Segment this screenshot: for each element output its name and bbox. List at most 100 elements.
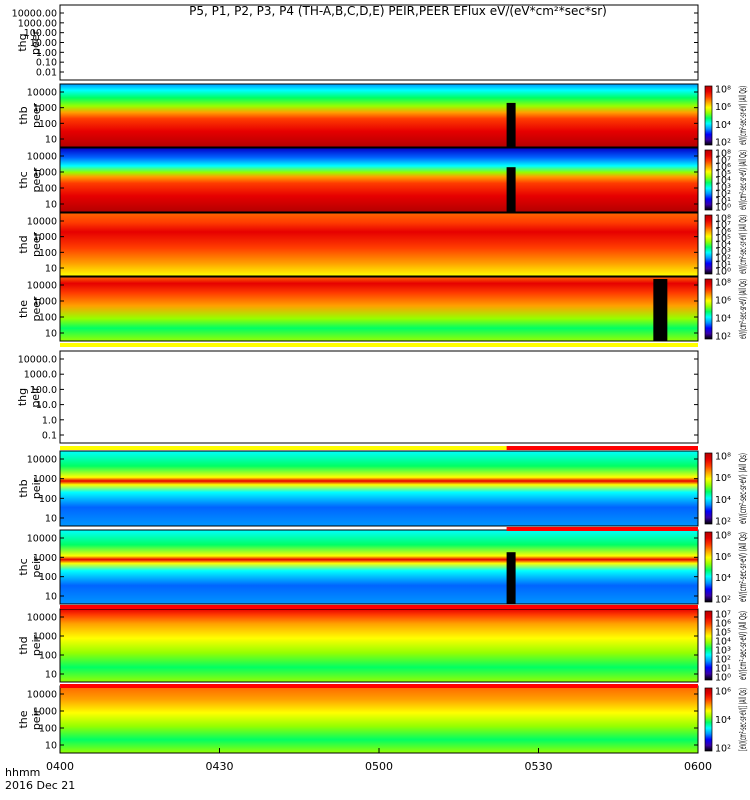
frame-the-peer	[59, 276, 699, 342]
ytick-label: 1000.00	[18, 18, 57, 29]
ytick-label: 10	[45, 741, 57, 752]
ytick-label: 10	[45, 264, 57, 275]
colorbar-tick-label: 10²	[715, 189, 731, 200]
colorbar-tick-label: 10¹	[715, 664, 731, 675]
panel-label: thb	[17, 106, 30, 124]
colorbar-tick-label: 10⁴	[715, 715, 731, 726]
colorbar-thc-peir	[704, 531, 713, 603]
xtick-label: 0430	[206, 760, 234, 773]
ytick-label: 10	[45, 670, 57, 681]
ytick-label: 1.0	[42, 415, 57, 426]
ytick-label: 10	[45, 200, 57, 211]
colorbar-tick-label: 10⁴	[715, 240, 731, 251]
panel-label: peer	[30, 103, 43, 129]
ytick-label: 1000	[33, 553, 57, 564]
colorbar-label: eV/(cm²-sec-sr-eV) (All Qs)	[738, 453, 749, 524]
ytick-label: 100.00	[24, 28, 57, 39]
ytick-label: 0.1	[42, 431, 57, 442]
xtick-label: 0500	[365, 760, 393, 773]
panel-label: thd	[17, 636, 30, 654]
status-bars	[60, 343, 698, 688]
ytick-label: 1000	[33, 632, 57, 643]
ytick-label: 10000	[27, 281, 57, 292]
ytick-label: 10.0	[36, 400, 57, 411]
ytick-label: 100.0	[30, 385, 57, 396]
colorbar-tick-label: 10³	[715, 182, 731, 193]
colorbar-tick-label: 10⁵	[715, 233, 731, 244]
ytick-label: 1000	[33, 474, 57, 485]
ytick-label: 100	[39, 313, 57, 324]
colorbar-tick-label: 10⁴	[715, 120, 731, 131]
ytick-label: 10000	[27, 217, 57, 228]
colorbar-tick-label: 10²	[715, 332, 731, 343]
xtick-label: 0530	[525, 760, 553, 773]
colorbar-tick-label: 10⁶	[715, 619, 731, 630]
spectrogram-the-peer	[60, 277, 698, 341]
frame-thc-peir	[59, 529, 699, 605]
ytick-label: 1000.0	[24, 370, 57, 381]
date-label: 2016 Dec 21	[5, 779, 75, 792]
ytick-label: 100	[39, 724, 57, 735]
status-bar	[506, 446, 698, 450]
ytick-label: 100	[39, 119, 57, 130]
colorbar-tick-label: 10⁸	[715, 278, 731, 289]
colorbar-label: eV/(cm²-sec-sr-eV) (All Qs)	[738, 86, 749, 145]
colorbar-label: eV/(cm²-sec-sr-eV) (All Qs)	[738, 611, 749, 680]
ytick-label: 100	[39, 651, 57, 662]
panel-label: thd	[17, 235, 30, 253]
spectrogram-thb-peer	[60, 84, 698, 147]
colorbar-tick-label: 10⁴	[715, 176, 731, 187]
frame-thb-peir	[59, 450, 699, 527]
status-bar	[60, 684, 698, 688]
panel-label: peir	[30, 556, 43, 578]
colorbar-tick-label: 10²	[715, 517, 731, 528]
panel-label: peir	[30, 708, 43, 730]
panel-label: peer	[29, 30, 42, 56]
ytick-label: 10000	[27, 88, 57, 99]
colorbar-tick-label: 10⁴	[715, 637, 731, 648]
colorbar-the-peer	[704, 278, 713, 340]
ytick-label: 10	[45, 135, 57, 146]
spectrogram-the-peir	[60, 686, 698, 753]
colorbar-tick-label: 10²	[715, 138, 731, 149]
colorbar-tick-label: 10⁷	[715, 155, 731, 166]
data-gap-thc-peer	[506, 167, 516, 212]
panel-label: thb	[17, 479, 30, 497]
spectrogram-thc-peir	[60, 530, 698, 604]
frame-thd-peer	[59, 212, 699, 277]
ytick-label: 10000.0	[18, 355, 57, 366]
ytick-label: 0.01	[36, 68, 57, 79]
colorbar-tick-label: 10³	[715, 646, 731, 657]
frame-thg-peir	[59, 350, 699, 444]
xtick-label: 0600	[684, 760, 712, 773]
ytick-label: 1000	[33, 103, 57, 114]
colorbar-thd-peer	[704, 214, 713, 275]
ytick-label: 100	[39, 184, 57, 195]
panel-label: peer	[30, 232, 43, 258]
colorbar-tick-label: 10⁷	[715, 220, 731, 231]
panel-thb-peir: 10000 1000 100 10 thb peir 10⁸ 10⁶ 10⁴ 10² eV/(cm²…	[17, 450, 749, 528]
panel-label: thc	[17, 171, 30, 188]
ytick-label: 10	[45, 592, 57, 603]
ytick-label: 100	[39, 248, 57, 259]
colorbar-thd-peir	[704, 610, 713, 681]
spectrogram-thd-peer	[60, 213, 698, 276]
ytick-label: 10.00	[30, 38, 57, 49]
status-bar	[506, 527, 698, 531]
panel-the-peir: 10000 1000 100 10 the peir 10⁶ 10⁴ 10² [eV/(cm²-s…	[17, 685, 749, 755]
colorbar-tick-label: 10⁰	[715, 673, 731, 684]
panel-label: thg	[16, 33, 29, 51]
ytick-label: 10	[45, 329, 57, 340]
colorbar-tick-label: 10⁴	[715, 495, 731, 506]
colorbar-tick-label: 10⁶	[715, 473, 731, 484]
ytick-label: 100	[39, 572, 57, 583]
data-gap-the-peer	[653, 279, 668, 341]
panel-label: peir	[30, 634, 43, 656]
spectrogram-thd-peir	[60, 609, 698, 682]
ytick-label: 100	[39, 494, 57, 505]
colorbar-label: eV/(cm²-sec-sr-eV) (All Qs)	[738, 532, 749, 602]
colorbar-label: eV/(cm²-sec-sr-eV) (All Qs)	[738, 279, 749, 339]
colorbar-tick-label: 10¹	[715, 260, 731, 271]
